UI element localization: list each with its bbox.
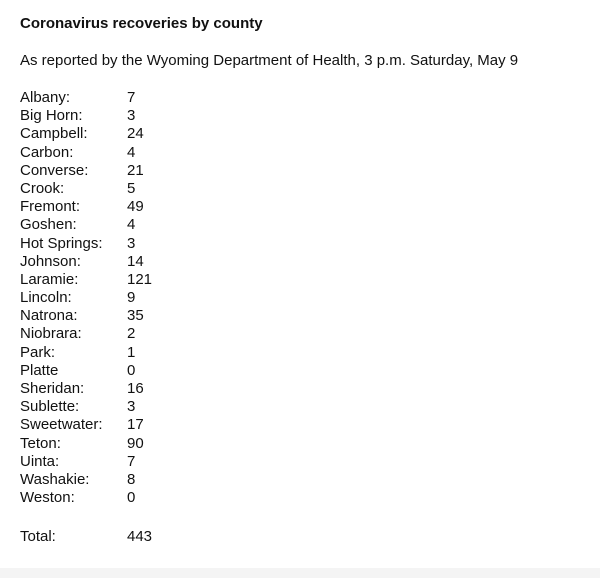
county-value: 24 bbox=[127, 125, 144, 143]
county-name: Big Horn: bbox=[20, 107, 83, 125]
county-value: 1 bbox=[127, 343, 136, 361]
county-value: 0 bbox=[127, 361, 136, 379]
county-name: Sublette: bbox=[20, 398, 80, 416]
county-name: Converse: bbox=[20, 161, 89, 179]
county-name: Johnson: bbox=[20, 252, 81, 270]
county-value: 0 bbox=[127, 489, 136, 507]
county-name: Sweetwater: bbox=[20, 416, 103, 434]
county-name: Washakie: bbox=[20, 470, 90, 488]
county-value: 3 bbox=[127, 398, 136, 416]
county-value: 49 bbox=[127, 198, 144, 216]
county-name: Laramie: bbox=[20, 270, 79, 288]
county-value: 121 bbox=[127, 270, 153, 288]
county-value: 21 bbox=[127, 161, 144, 179]
county-name: Campbell: bbox=[20, 125, 88, 143]
total-value: 443 bbox=[127, 528, 153, 545]
county-name: Fremont: bbox=[20, 198, 81, 216]
county-value: 4 bbox=[127, 143, 136, 161]
county-name: Sheridan: bbox=[20, 380, 85, 397]
county-value: 3 bbox=[127, 234, 136, 252]
county-name: Platte bbox=[20, 361, 59, 379]
county-value: 17 bbox=[127, 416, 144, 434]
county-value: 35 bbox=[127, 307, 144, 325]
county-value: 16 bbox=[127, 380, 144, 397]
county-value: 90 bbox=[127, 434, 144, 452]
county-value: 3 bbox=[127, 107, 136, 125]
county-value: 7 bbox=[127, 89, 136, 106]
county-name: Albany: bbox=[20, 89, 71, 106]
county-name: Weston: bbox=[20, 489, 75, 507]
document-title: Coronavirus recoveries by county bbox=[20, 15, 263, 32]
county-value: 9 bbox=[127, 289, 136, 307]
county-value: 4 bbox=[127, 216, 136, 234]
county-name: Natrona: bbox=[20, 307, 78, 325]
county-value: 5 bbox=[127, 179, 136, 197]
county-name: Niobrara: bbox=[20, 325, 82, 343]
document-subtitle: As reported by the Wyoming Department of… bbox=[20, 52, 519, 69]
county-name: Lincoln: bbox=[20, 289, 72, 307]
county-value: 14 bbox=[127, 252, 144, 270]
county-name: Teton: bbox=[20, 434, 61, 452]
county-name: Crook: bbox=[20, 179, 65, 197]
county-value: 8 bbox=[127, 470, 136, 488]
county-value: 2 bbox=[127, 325, 136, 343]
county-name: Goshen: bbox=[20, 216, 77, 234]
county-name: Carbon: bbox=[20, 143, 74, 161]
total-label: Total: bbox=[20, 528, 56, 545]
county-name: Park: bbox=[20, 343, 56, 361]
page-footer-strip bbox=[0, 568, 600, 578]
county-value: 7 bbox=[127, 452, 136, 470]
county-name: Uinta: bbox=[20, 452, 60, 470]
county-name: Hot Springs: bbox=[20, 234, 103, 252]
